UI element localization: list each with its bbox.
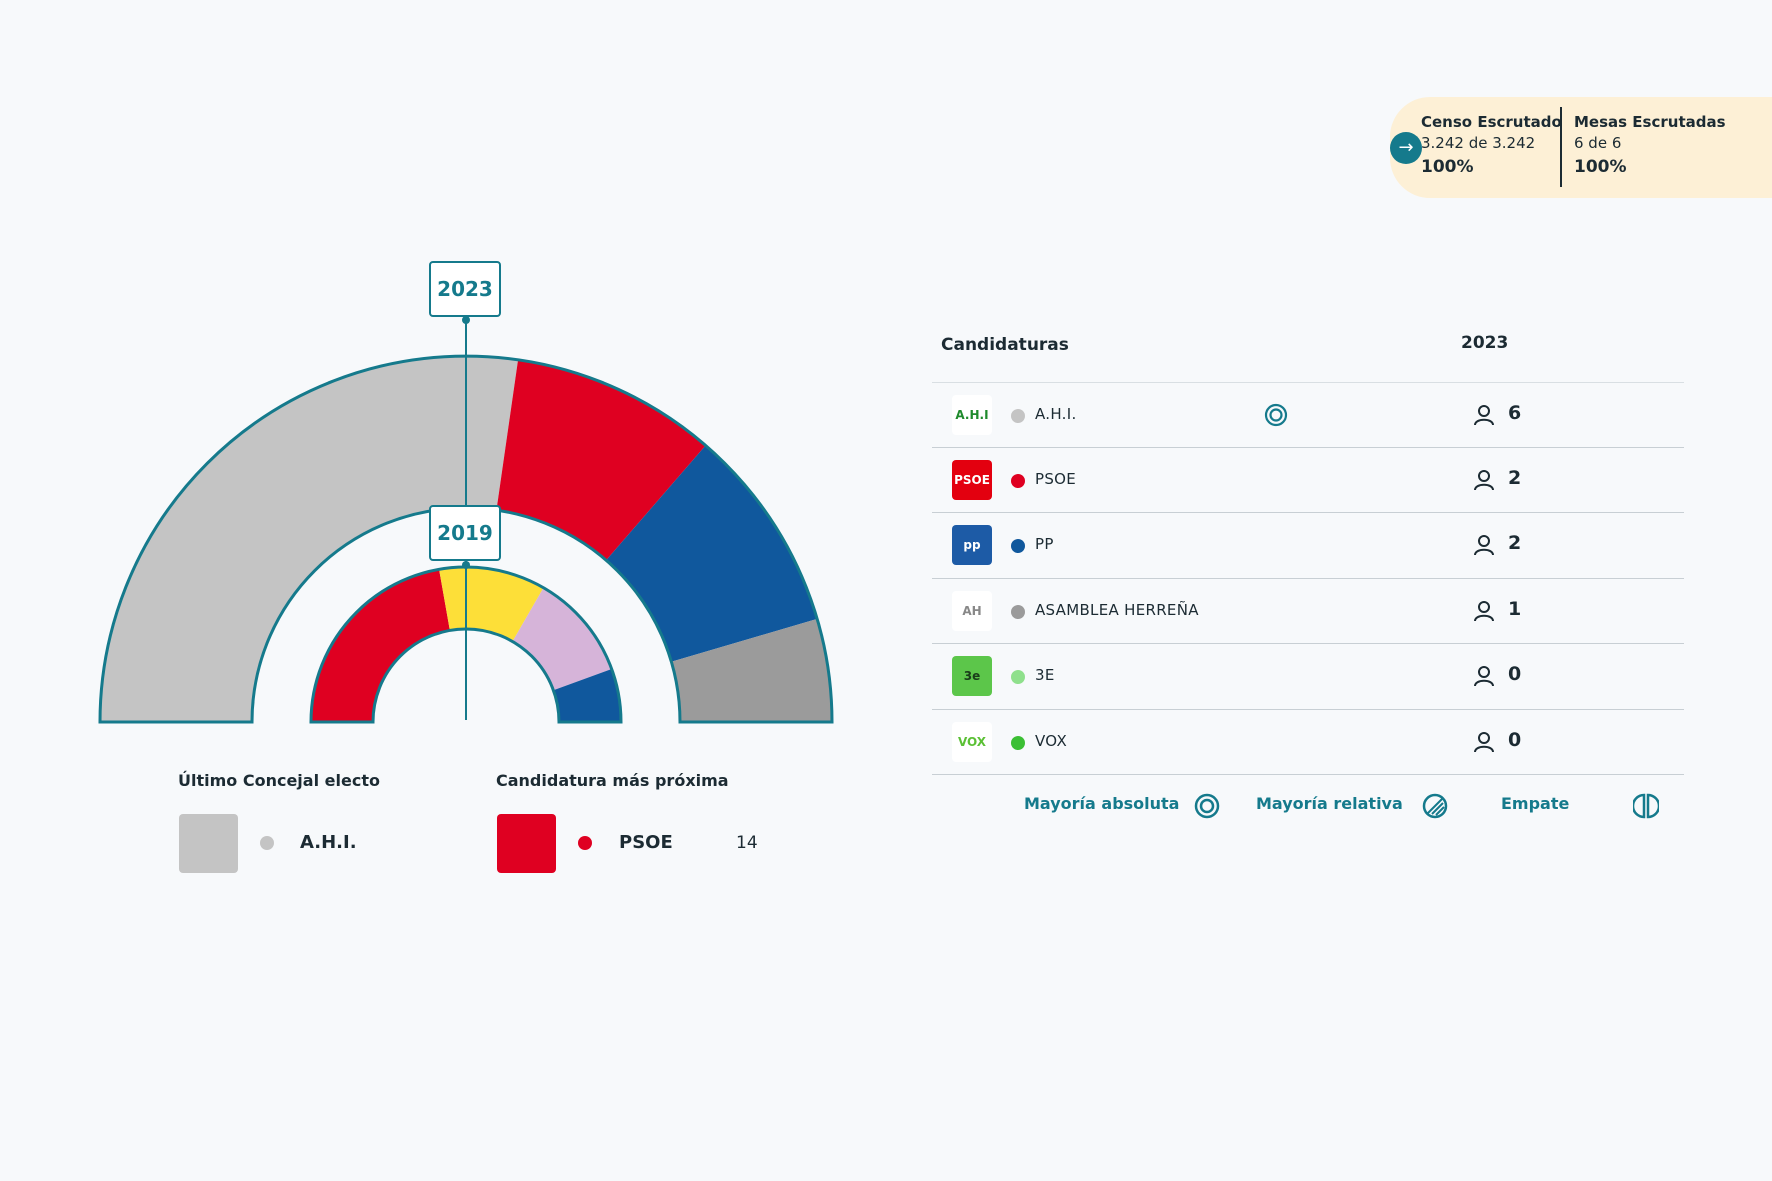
ring-2023-slice-3[interactable] <box>671 618 832 722</box>
legend-relative-label: Mayoría relativa <box>1256 794 1403 813</box>
party-name: VOX <box>1035 731 1068 750</box>
census-block: Censo Escrutado 3.242 de 3.242 100% <box>1421 113 1562 177</box>
party-logo: PSOE <box>952 459 992 500</box>
guide-dot-1 <box>462 561 470 569</box>
party-color-dot <box>1011 473 1025 488</box>
party-logo: A.H.I <box>952 395 992 435</box>
ring-2019-slice-0[interactable] <box>311 569 450 722</box>
ring-2019-slice-2[interactable] <box>512 587 612 691</box>
party-seats: 2 <box>1508 532 1522 554</box>
scrutiny-divider <box>1560 107 1562 187</box>
table-row[interactable]: VOX VOX 0 <box>932 710 1684 775</box>
ring-2023-slice-0[interactable] <box>100 356 519 722</box>
person-icon <box>1474 535 1494 556</box>
year-tag-2023: 2023 <box>429 261 501 317</box>
party-color-dot <box>1011 670 1025 684</box>
last-elected-label: Último Concejal electo <box>178 771 380 790</box>
absolute-majority-icon <box>1264 403 1288 427</box>
census-label: Censo Escrutado <box>1421 113 1562 131</box>
party-logo: 3e <box>952 656 992 696</box>
party-table: A.H.I A.H.I. 6 PSOE PSOE 2 pp PP 2 AH ASAMBLEA HER… <box>932 382 1684 775</box>
arrow-right-icon[interactable]: → <box>1390 132 1422 164</box>
party-seats: 0 <box>1508 728 1522 751</box>
legend-tie-label: Empate <box>1501 794 1570 813</box>
party-seats: 0 <box>1508 663 1522 685</box>
table-header-year: 2023 <box>1461 333 1509 353</box>
guide-dot-0 <box>462 316 470 324</box>
party-seats: 6 <box>1508 402 1522 424</box>
party-name: PP <box>1035 535 1054 553</box>
party-color-dot <box>1011 409 1025 423</box>
absolute-majority-icon <box>1194 793 1220 819</box>
table-row[interactable]: A.H.I A.H.I. 6 <box>932 382 1684 448</box>
party-logo: AH <box>952 590 992 631</box>
tables-block: Mesas Escrutadas 6 de 6 100% <box>1574 113 1726 177</box>
ring-2019-outline <box>309 565 623 724</box>
party-logo: pp <box>952 525 992 565</box>
last-elected-swatch <box>179 814 238 873</box>
party-name: A.H.I. <box>1035 405 1077 423</box>
party-logo: VOX <box>952 721 992 762</box>
ring-2023-outline <box>98 354 834 724</box>
tables-value: 6 de 6 <box>1574 134 1622 152</box>
table-row[interactable]: 3e 3E 0 <box>932 644 1684 710</box>
tie-icon <box>1633 793 1659 819</box>
legend-absolute-label: Mayoría absoluta <box>1024 794 1180 813</box>
person-icon <box>1474 600 1494 621</box>
tables-pct: 100% <box>1574 157 1627 177</box>
last-elected-party: A.H.I. <box>300 832 357 853</box>
next-candidate-label: Candidatura más próxima <box>496 771 729 790</box>
ring-2019-slice-3[interactable] <box>553 668 621 722</box>
ring-2023-slice-1[interactable] <box>496 359 706 561</box>
census-value: 3.242 de 3.242 <box>1421 134 1536 152</box>
table-row[interactable]: PSOE PSOE 2 <box>932 448 1684 513</box>
party-color-dot <box>1011 539 1025 553</box>
party-color-dot <box>1011 735 1025 750</box>
party-seats: 1 <box>1508 597 1522 620</box>
next-candidate-dot <box>578 836 592 850</box>
next-candidate-votes: 14 <box>736 833 758 853</box>
hemicycle-chart <box>98 316 834 724</box>
scrutiny-panel: → Censo Escrutado 3.242 de 3.242 100% Me… <box>1390 97 1772 198</box>
person-icon <box>1474 469 1494 490</box>
census-pct: 100% <box>1421 157 1474 177</box>
party-name: ASAMBLEA HERREÑA <box>1035 600 1199 619</box>
tables-label: Mesas Escrutadas <box>1574 113 1726 131</box>
party-color-dot <box>1011 604 1025 619</box>
last-elected-dot <box>260 836 274 850</box>
next-candidate-swatch <box>497 814 556 873</box>
table-row[interactable]: AH ASAMBLEA HERREÑA 1 <box>932 579 1684 644</box>
relative-majority-icon <box>1422 793 1448 819</box>
party-name: 3E <box>1035 666 1055 684</box>
year-tag-2019: 2019 <box>429 505 501 561</box>
party-name: PSOE <box>1035 469 1077 488</box>
table-row[interactable]: pp PP 2 <box>932 513 1684 579</box>
ring-2023-slice-2[interactable] <box>606 445 818 662</box>
party-seats: 2 <box>1508 466 1522 489</box>
person-icon <box>1474 731 1494 752</box>
table-header-party: Candidaturas <box>941 335 1069 355</box>
person-icon <box>1474 666 1494 687</box>
next-candidate-party: PSOE <box>619 832 673 853</box>
person-icon <box>1474 405 1494 426</box>
